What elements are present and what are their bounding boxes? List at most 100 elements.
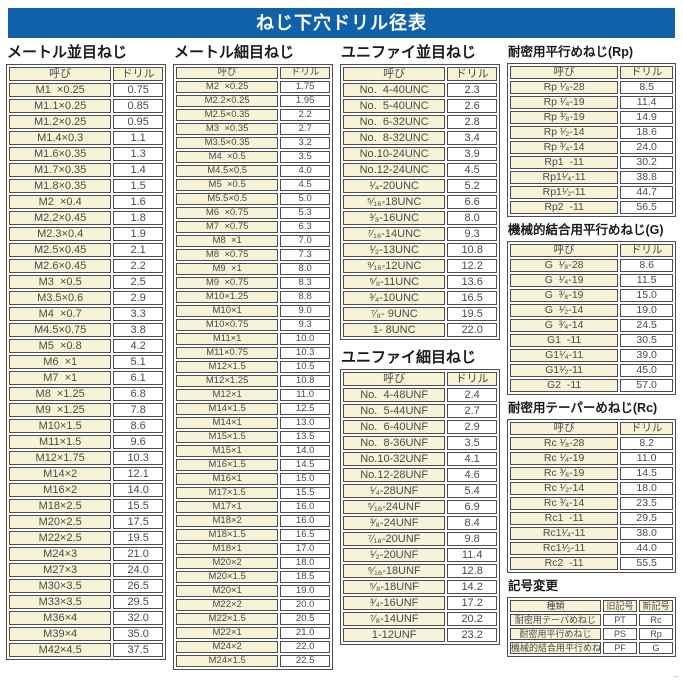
table-row: G ³⁄₈-19 15.0 — [510, 289, 673, 302]
drill-cell: 2.2 — [113, 259, 163, 273]
name-cell: Rc ¹⁄₈-28 — [510, 437, 619, 450]
drill-cell: 20.5 — [280, 613, 330, 625]
drill-cell: 8.2 — [620, 437, 673, 450]
table-row: M6 ×0.75 5.3 — [176, 207, 330, 219]
name-cell: M2.2×0.45 — [9, 211, 112, 225]
name-cell: G ³⁄₄-14 — [510, 319, 619, 332]
drill-cell: 2.7 — [447, 404, 497, 418]
name-cell: M1.4×0.3 — [9, 131, 112, 145]
drill-cell: 6.8 — [113, 387, 163, 401]
drill-cell: 10.5 — [280, 361, 330, 373]
drill-cell: 5.1 — [113, 355, 163, 369]
drill-cell: 4.1 — [447, 452, 497, 466]
name-cell: G1¹⁄₄-11 — [510, 349, 619, 362]
name-cell: M12×1.75 — [9, 451, 112, 465]
table-row: M3 ×0.5 2.5 — [9, 275, 163, 289]
column-metric-fine: メートル細目ねじ 呼び ドリル M2 ×0.25 1.75 M2.2×0.25 1.95 M… — [173, 44, 333, 670]
name-cell: Rp2 -11 — [510, 201, 619, 214]
drill-cell: 29.5 — [113, 595, 163, 609]
drill-cell: 18.6 — [620, 126, 673, 139]
name-cell: M14×1.5 — [176, 403, 279, 415]
drill-cell: 8.0 — [280, 263, 330, 275]
name-cell: M9 ×0.75 — [176, 277, 279, 289]
drill-cell: 19.0 — [620, 304, 673, 317]
header-row: 呼び ドリル — [510, 422, 673, 435]
drill-cell: 7.0 — [280, 235, 330, 247]
table-row: M33×3.5 29.5 — [9, 595, 163, 609]
name-cell: M12×1.25 — [176, 375, 279, 387]
name-cell: G ¹⁄₂-14 — [510, 304, 619, 317]
drill-cell: 15.0 — [620, 289, 673, 302]
name-cell: Rc2 -11 — [510, 557, 619, 570]
name-cell: M20×1 — [176, 585, 279, 597]
name-cell: M10×1.25 — [176, 291, 279, 303]
drill-cell: 2.8 — [447, 115, 497, 129]
drill-cell: 1.3 — [113, 147, 163, 161]
table-row: M12×1.75 10.3 — [9, 451, 163, 465]
drill-cell: 3.9 — [447, 147, 497, 161]
table-row: M16×1 15.0 — [176, 473, 330, 485]
drill-cell: 12.5 — [280, 403, 330, 415]
name-cell: M9 ×1 — [176, 263, 279, 275]
drill-cell: 18.5 — [280, 571, 330, 583]
name-cell: 機械的結合用平行めねじ — [510, 642, 602, 654]
table-row: M36×4 32.0 — [9, 611, 163, 625]
name-cell: M24×2 — [176, 641, 279, 653]
drill-cell: 5.3 — [280, 207, 330, 219]
table-row: M5 ×0.5 4.5 — [176, 179, 330, 191]
table-row: M24×3 21.0 — [9, 547, 163, 561]
table-row: Rp1¹⁄₂-11 44.7 — [510, 186, 673, 199]
name-cell: No. 5-44UNF — [343, 404, 446, 418]
column-header: 種類 — [510, 600, 602, 612]
name-cell: M3 ×0.35 — [176, 123, 279, 135]
name-cell: No.10-32UNF — [343, 452, 446, 466]
name-cell: No.12-24UNC — [343, 163, 446, 177]
table-row: M5.5×0.5 5.0 — [176, 193, 330, 205]
drill-cell: 1.4 — [113, 163, 163, 177]
name-cell: M10×1.5 — [9, 419, 112, 433]
drill-table-metric-coarse: 呼び ドリル M1 ×0.25 0.75 M1.1×0.25 0.85 M1.2×0.25 0… — [6, 64, 166, 660]
drill-cell: 2.7 — [280, 123, 330, 135]
drill-cell: 2.9 — [447, 420, 497, 434]
name-cell: G ¹⁄₈-28 — [510, 259, 619, 272]
column-header: 呼び — [9, 67, 112, 81]
name-cell: 1- 8UNC — [343, 323, 446, 337]
table-row: ¹⁄₂-20UNF 11.4 — [343, 548, 497, 562]
drill-cell: 18.0 — [280, 557, 330, 569]
table-row: M14×1 13.0 — [176, 417, 330, 429]
name-cell: ³⁄₄-16UNF — [343, 596, 446, 610]
table-row: M10×1.25 8.8 — [176, 291, 330, 303]
table-row: M4.5×0.5 4.0 — [176, 165, 330, 177]
drill-cell: 19.0 — [280, 585, 330, 597]
table-row: No. 4-48UNF 2.4 — [343, 388, 497, 402]
drill-cell: 14.0 — [280, 445, 330, 457]
column-unified: ユニファイ並目ねじ 呼び ドリル No. 4-40UNC 2.3 No. 5-40UNC… — [340, 44, 500, 645]
name-cell: M8 ×1.25 — [9, 387, 112, 401]
table-row: No.12-24UNC 4.5 — [343, 163, 497, 177]
name-cell: M27×3 — [9, 563, 112, 577]
drill-cell: 2.3 — [447, 83, 497, 97]
header-row: 呼び ドリル — [510, 244, 673, 257]
drill-cell: PF — [603, 642, 638, 654]
name-cell: M11×0.75 — [176, 347, 279, 359]
drill-cell: 21.0 — [280, 627, 330, 639]
table-row: Rp ¹⁄₄-19 11.4 — [510, 96, 673, 109]
table-row: No. 6-40UNF 2.9 — [343, 420, 497, 434]
name-cell: M8 ×1 — [176, 235, 279, 247]
drill-cell: 3.2 — [280, 137, 330, 149]
name-cell: M7 ×0.75 — [176, 221, 279, 233]
name-cell: M30×3.5 — [9, 579, 112, 593]
column-header: 呼び — [343, 67, 446, 81]
drill-cell: 3.4 — [447, 131, 497, 145]
name-cell: ⁷⁄₁₆-14UNC — [343, 227, 446, 241]
column-header: ドリル — [620, 66, 673, 79]
table-row: Rp ³⁄₈-19 14.9 — [510, 111, 673, 124]
drill-cell: Rc — [639, 614, 673, 626]
table-row: M7 ×0.75 6.3 — [176, 221, 330, 233]
name-cell: M3.5×0.6 — [9, 291, 112, 305]
drill-cell: 8.8 — [280, 291, 330, 303]
header-row: 呼び ドリル — [343, 372, 497, 386]
drill-cell: 1.95 — [280, 95, 330, 107]
name-cell: Rp1¹⁄₄-11 — [510, 171, 619, 184]
table-columns: メートル並目ねじ 呼び ドリル M1 ×0.25 0.75 M1.1×0.25 0.85 M… — [6, 44, 677, 670]
